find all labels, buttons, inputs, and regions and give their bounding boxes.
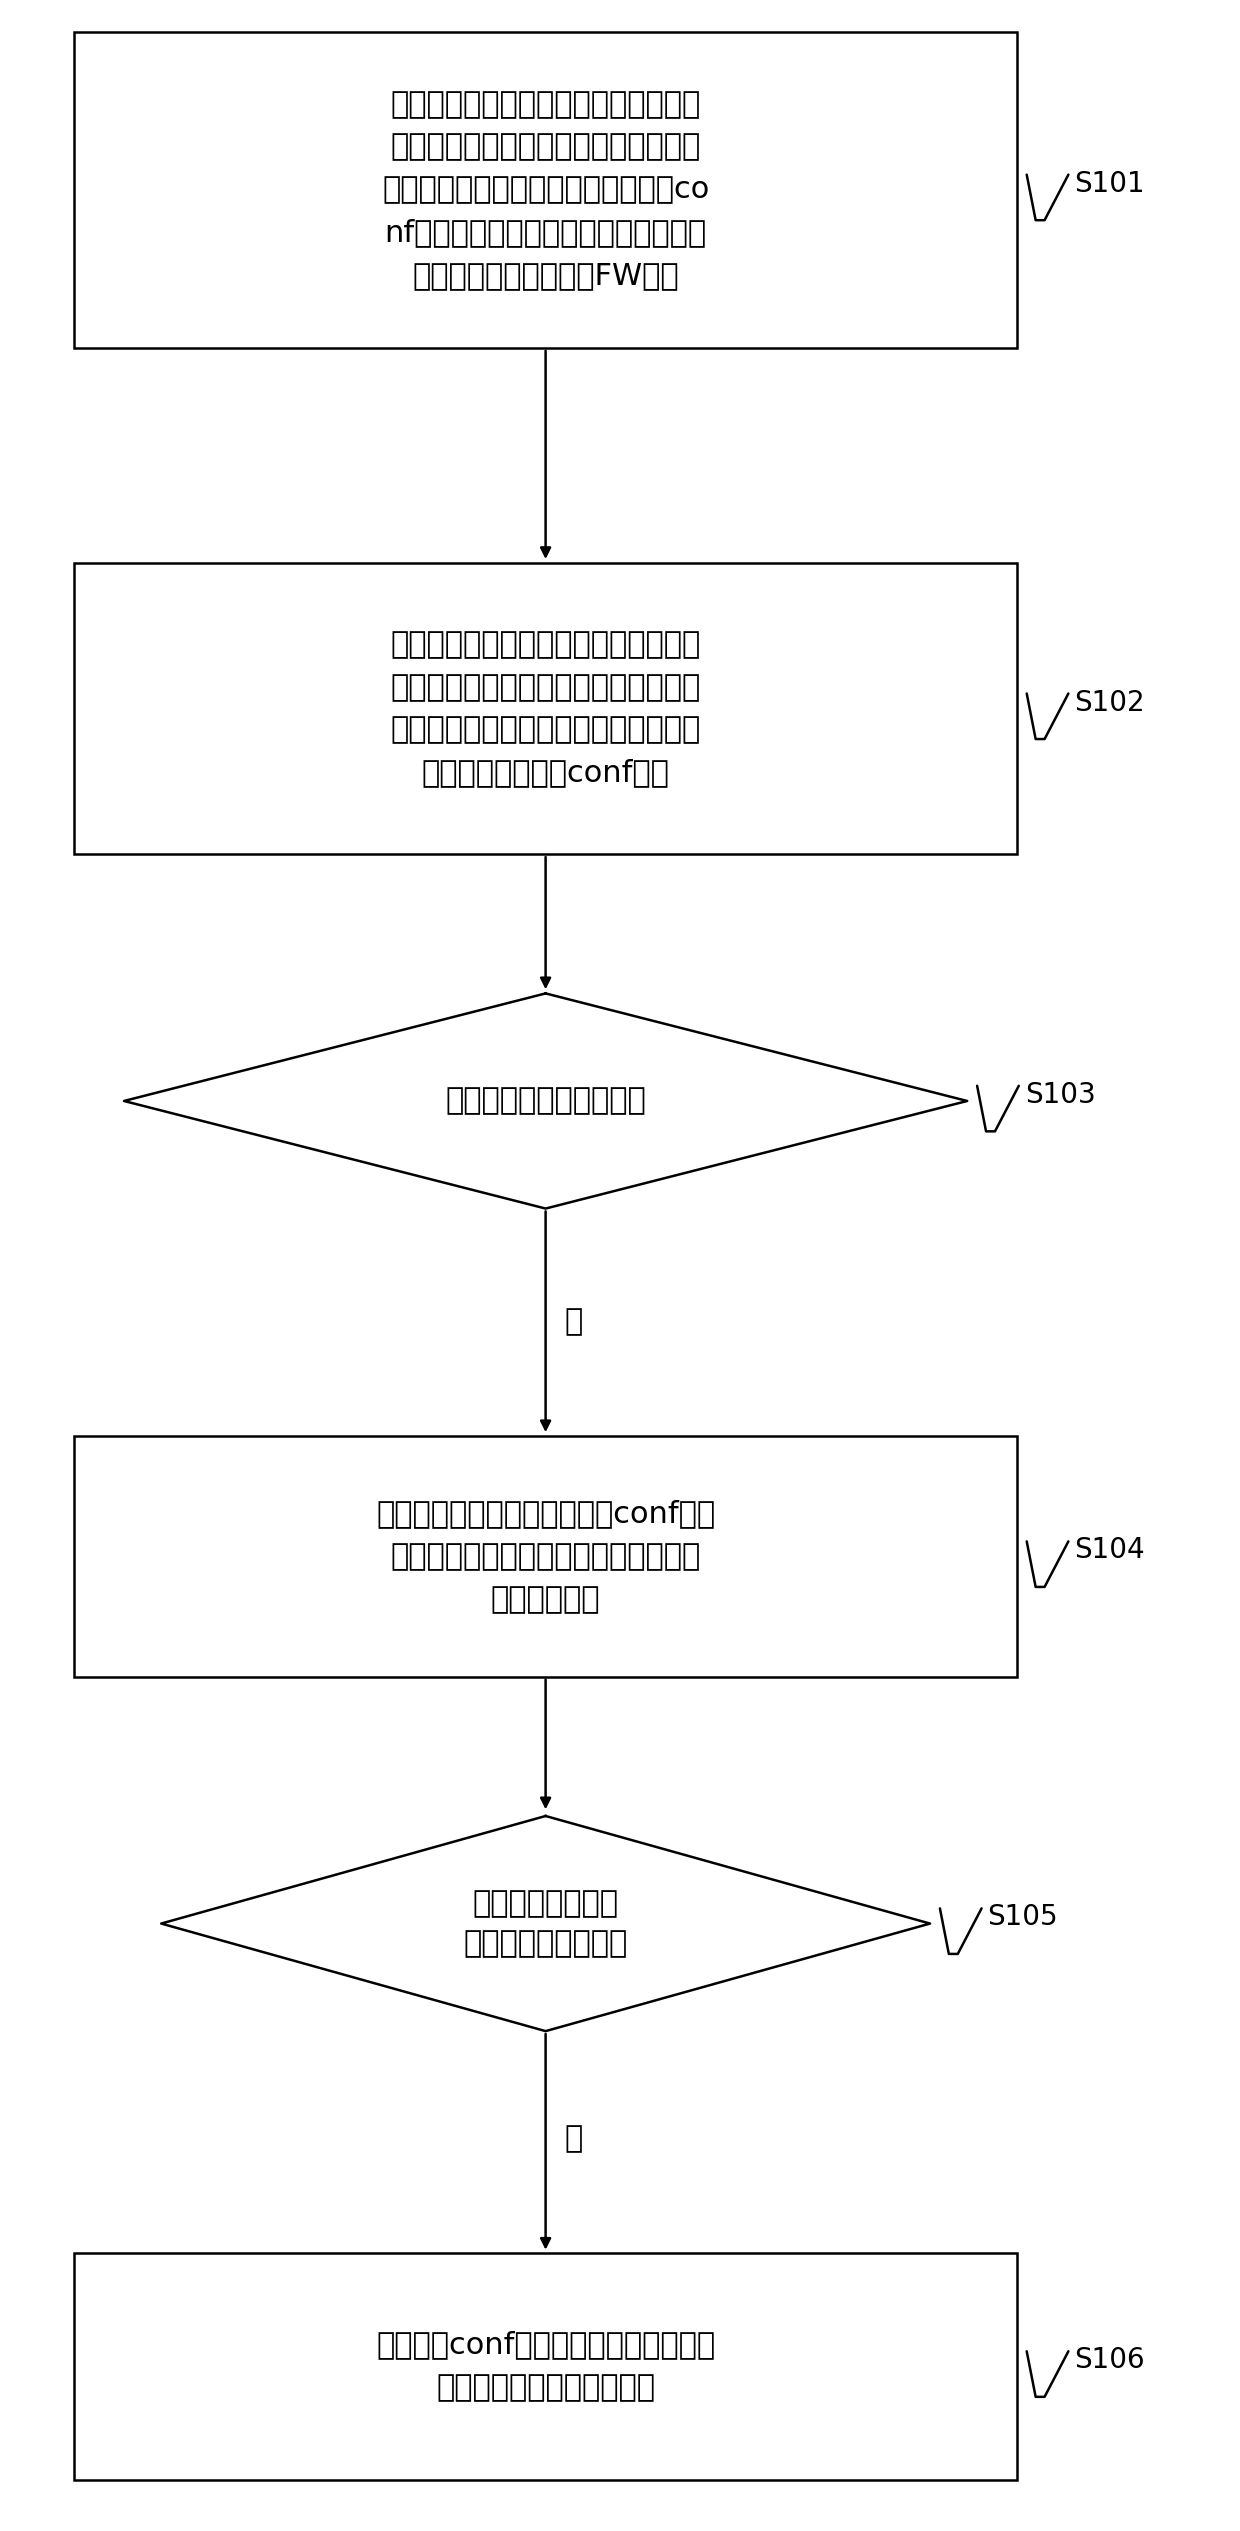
- Text: 预先根据用户输入的磁盘空间占用容量
值，分别为底板管理控制器的第一闪存
镜像文件、第二闪存镜像文件和共享co
nf分区文件配置磁盘空间占用容量，并
生成底板管理: 预先根据用户输入的磁盘空间占用容量 值，分别为底板管理控制器的第一闪存 镜像文件…: [382, 89, 709, 291]
- Polygon shape: [124, 995, 967, 1210]
- Bar: [74, 30, 1017, 347]
- Text: S104: S104: [1074, 1536, 1145, 1564]
- Bar: [74, 1438, 1017, 1676]
- Bar: [74, 2253, 1017, 2480]
- Text: S103: S103: [1024, 1081, 1095, 1109]
- Text: 根据启动指令启动第一闪存镜像文件或
第二闪存镜像文件时，第一闪存镜像文
件或第二闪存镜像文件先挂载各自的分
区，最后挂载共享conf分区: 根据启动指令启动第一闪存镜像文件或 第二闪存镜像文件时，第一闪存镜像文 件或第二…: [391, 630, 701, 787]
- Text: 将修改的配置文件存储至共享conf分区
中，以使第一闪存镜像文件和第二闪存
镜像文件共享: 将修改的配置文件存储至共享conf分区 中，以使第一闪存镜像文件和第二闪存 镜像…: [376, 1498, 715, 1615]
- Text: 判断底板管理控制
器的闪存是否被更新: 判断底板管理控制 器的闪存是否被更新: [464, 1888, 627, 1959]
- Text: S101: S101: [1074, 170, 1145, 197]
- Text: S102: S102: [1074, 688, 1145, 716]
- Text: 是: 是: [564, 2124, 583, 2154]
- Text: 擦除共享conf分区，并将更新的闪存镜
像文件对应的镜像分区擦除: 擦除共享conf分区，并将更新的闪存镜 像文件对应的镜像分区擦除: [376, 2331, 715, 2402]
- Text: S106: S106: [1074, 2346, 1145, 2374]
- Polygon shape: [161, 1817, 930, 2030]
- Text: S105: S105: [987, 1903, 1058, 1931]
- Text: 是: 是: [564, 1306, 583, 1336]
- Bar: [74, 564, 1017, 855]
- Text: 判断配置文件是否被修改: 判断配置文件是否被修改: [445, 1086, 646, 1116]
